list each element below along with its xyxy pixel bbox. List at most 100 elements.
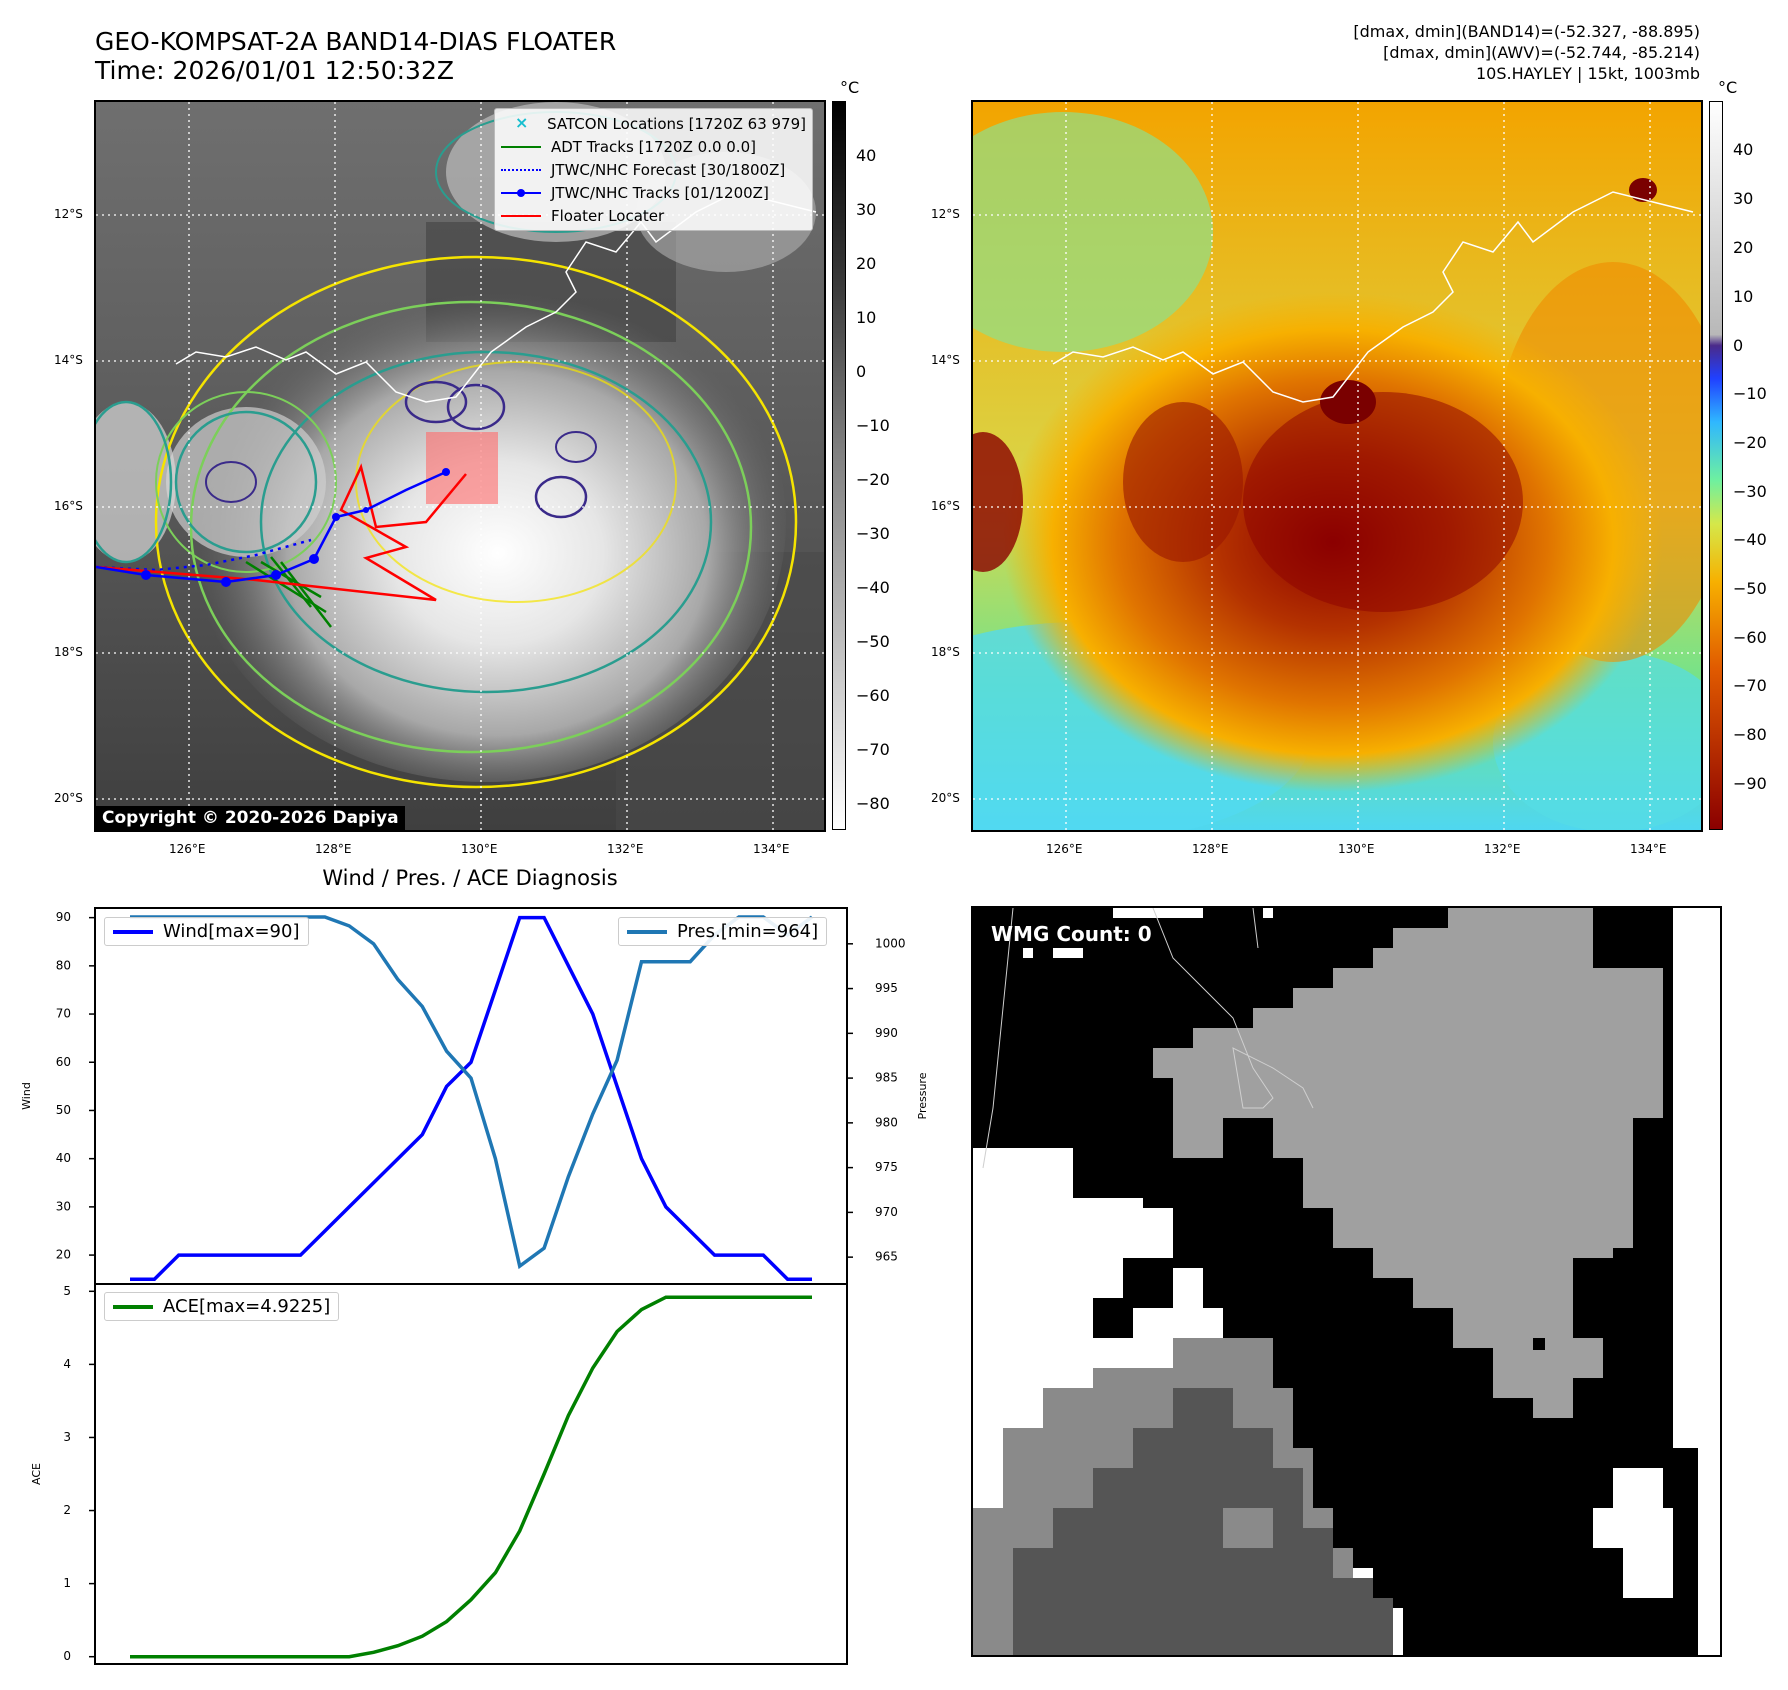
awv-lon-label: 132°E <box>1484 842 1521 856</box>
ace-series-line <box>130 1295 812 1659</box>
pressure-axis-label: Pressure <box>916 1072 929 1119</box>
legend-tracks: JTWC/NHC Tracks [01/1200Z] <box>501 181 806 204</box>
legend-forecast: JTWC/NHC Forecast [30/1800Z] <box>501 158 806 181</box>
legend-label: JTWC/NHC Forecast [30/1800Z] <box>551 160 786 179</box>
ir-colorbar-tick: −10 <box>856 416 890 435</box>
awv-colorbar-tick: −40 <box>1733 530 1767 549</box>
awv-colorbar-tick: 0 <box>1733 336 1744 355</box>
ir-lon-label: 128°E <box>315 842 352 856</box>
ace-tick-label: 0 <box>63 1649 71 1663</box>
awv-lon-label: 130°E <box>1338 842 1375 856</box>
awv-lat-label: 12°S <box>931 207 960 221</box>
diagnosis-title: Wind / Pres. / ACE Diagnosis <box>322 866 618 890</box>
ace-tick-label: 5 <box>63 1284 71 1298</box>
wind-legend-label: Wind[max=90] <box>163 921 300 942</box>
wind-legend-swatch <box>113 929 153 934</box>
ir-lat-label: 16°S <box>54 499 83 513</box>
legend-label: JTWC/NHC Tracks [01/1200Z] <box>551 183 769 202</box>
wind-tick-label: 50 <box>56 1103 71 1117</box>
ir-colorbar-tick: 30 <box>856 200 877 219</box>
awv-lon-label: 134°E <box>1630 842 1667 856</box>
ir-lon-label: 126°E <box>169 842 206 856</box>
ir-colorbar-tick: 10 <box>856 308 877 327</box>
wmg-count-label: WMG Count: 0 <box>991 922 1152 946</box>
awv-colorbar-tick: 20 <box>1733 238 1754 257</box>
ir-legend: × SATCON Locations [1720Z 63 979] ADT Tr… <box>494 108 813 231</box>
ir-colorbar-tick: −50 <box>856 632 890 651</box>
ace-legend-label: ACE[max=4.9225] <box>163 1296 331 1317</box>
awv-colorbar-tick: 30 <box>1733 189 1754 208</box>
awv-range-info: [dmax, dmin](AWV)=(-52.744, -85.214) <box>1383 43 1700 62</box>
ir-lon-label: 130°E <box>461 842 498 856</box>
satcon-marker-icon: × <box>515 112 529 132</box>
storm-info: 10S.HAYLEY | 15kt, 1003mb <box>1476 64 1700 83</box>
legend-label: Floater Locater <box>551 206 665 225</box>
ace-tick-label: 4 <box>63 1357 71 1371</box>
adt-line-icon <box>501 140 541 154</box>
awv-colorbar-tick: −90 <box>1733 774 1767 793</box>
ace-plot-frame <box>94 1283 848 1665</box>
floater-line-icon <box>501 209 541 223</box>
band14-range-info: [dmax, dmin](BAND14)=(-52.327, -88.895) <box>1353 22 1700 41</box>
awv-colorbar-tick: −20 <box>1733 433 1767 452</box>
wind-tick-label: 80 <box>56 958 71 972</box>
wmg-panel: WMG Count: 0 <box>971 906 1722 1657</box>
ir-colorbar-unit: °C <box>840 78 860 97</box>
awv-lat-label: 20°S <box>931 791 960 805</box>
copyright-label: Copyright © 2020-2026 Dapiya <box>96 806 405 830</box>
awv-colorbar-tick: −60 <box>1733 628 1767 647</box>
ir-colorbar-tick: −70 <box>856 740 890 759</box>
ace-legend-swatch <box>113 1304 153 1309</box>
pressure-tick-label: 985 <box>875 1071 898 1085</box>
wind-axis-label: Wind <box>20 1082 33 1110</box>
ir-lon-label: 134°E <box>753 842 790 856</box>
pressure-series-line <box>130 915 814 1270</box>
ace-tick-label: 2 <box>63 1503 71 1517</box>
awv-colorbar-unit: °C <box>1718 78 1738 97</box>
ir-lon-label: 132°E <box>607 842 644 856</box>
pressure-tick-label: 995 <box>875 981 898 995</box>
wind-tick-label: 90 <box>56 910 71 924</box>
pressure-tick-label: 990 <box>875 1026 898 1040</box>
wmg-image <box>973 908 1720 1655</box>
legend-label: ADT Tracks [1720Z 0.0 0.0] <box>551 137 756 156</box>
awv-colorbar-tick: 40 <box>1733 140 1754 159</box>
awv-colorbar-tick: −50 <box>1733 579 1767 598</box>
wind-legend: Wind[max=90] <box>104 917 309 946</box>
legend-floater: Floater Locater <box>501 204 806 227</box>
wind-tick-label: 20 <box>56 1248 71 1262</box>
pressure-tick-label: 980 <box>875 1115 898 1129</box>
ir-colorbar-tick: 40 <box>856 146 877 165</box>
awv-colorbar-tick: −10 <box>1733 384 1767 403</box>
legend-label: SATCON Locations [1720Z 63 979] <box>547 114 806 133</box>
awv-lon-label: 126°E <box>1046 842 1083 856</box>
awv-colorbar-tick: −80 <box>1733 725 1767 744</box>
pressure-legend-label: Pres.[min=964] <box>677 921 819 942</box>
figure-time: Time: 2026/01/01 12:50:32Z <box>95 56 454 85</box>
awv-colorbar-tick: −70 <box>1733 676 1767 695</box>
ir-lat-label: 18°S <box>54 645 83 659</box>
ace-tick-label: 1 <box>63 1576 71 1590</box>
ir-colorbar-tick: −40 <box>856 578 890 597</box>
awv-panel <box>971 100 1703 832</box>
ace-legend: ACE[max=4.9225] <box>104 1292 340 1321</box>
awv-lat-label: 18°S <box>931 645 960 659</box>
ir-colorbar-tick: 20 <box>856 254 877 273</box>
pressure-legend-swatch <box>627 929 667 934</box>
pressure-tick-label: 975 <box>875 1160 898 1174</box>
wind-pressure-plot-frame <box>94 907 848 1285</box>
wind-tick-label: 30 <box>56 1199 71 1213</box>
ir-colorbar-tick: 0 <box>856 362 867 381</box>
ir-colorbar-tick: −60 <box>856 686 890 705</box>
figure-title: GEO-KOMPSAT-2A BAND14-DIAS FLOATER <box>95 27 617 56</box>
legend-adt: ADT Tracks [1720Z 0.0 0.0] <box>501 135 806 158</box>
ir-lat-label: 14°S <box>54 353 83 367</box>
ir-lat-label: 12°S <box>54 207 83 221</box>
pressure-legend: Pres.[min=964] <box>618 917 828 946</box>
forecast-line-icon <box>501 163 541 177</box>
pressure-tick-label: 965 <box>875 1250 898 1264</box>
awv-colorbar-tick: −30 <box>1733 482 1767 501</box>
tracks-line-icon <box>501 186 541 200</box>
ace-axis-label: ACE <box>30 1463 43 1485</box>
